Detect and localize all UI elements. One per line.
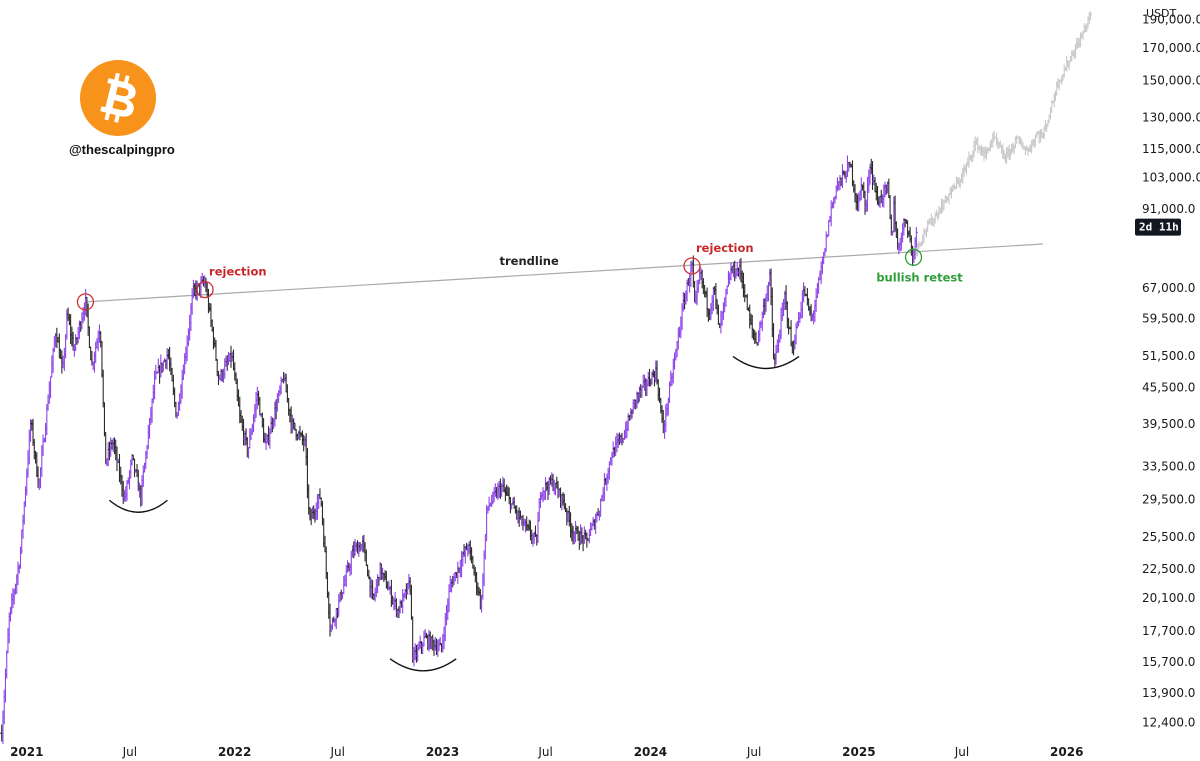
price-bar (827, 220, 831, 237)
y-tick-label: 170,000.0 (1142, 41, 1200, 55)
y-tick-label: 22,500.0 (1142, 562, 1195, 576)
price-bar (132, 458, 137, 478)
rejection-label: rejection (696, 241, 754, 255)
y-tick-label: 150,000.0 (1142, 73, 1200, 87)
y-tick-label: 91,000.0 (1142, 202, 1195, 216)
price-bar (258, 396, 262, 416)
y-tick-label: 67,000.0 (1142, 281, 1195, 295)
x-tick-label: Jul (954, 745, 969, 759)
bitcoin-logo-icon (80, 60, 156, 136)
marker-circle (904, 248, 923, 266)
x-tick-label: 2026 (1050, 745, 1083, 759)
projection-bar (1088, 11, 1093, 21)
y-tick-label: 190,000.0 (1142, 13, 1200, 27)
y-tick-label: 17,700.0 (1142, 624, 1195, 638)
price-bar (101, 369, 105, 408)
x-tick-label: Jul (122, 745, 137, 759)
bottom-arc (389, 658, 457, 672)
price-bar (914, 227, 918, 248)
y-tick-label: 39,500.0 (1142, 417, 1195, 431)
x-tick-label: 2025 (842, 745, 875, 759)
y-tick-label: 15,700.0 (1142, 655, 1195, 669)
y-tick-label: 12,400.0 (1142, 716, 1195, 730)
marker-circle (76, 293, 95, 311)
x-tick-label: 2024 (634, 745, 667, 759)
rejection-label: rejection (209, 265, 267, 279)
currency-label: USDT (1146, 7, 1177, 20)
marker-circle (683, 257, 701, 275)
x-tick-label: Jul (537, 745, 552, 759)
trendline-label: trendline (499, 254, 558, 268)
bottom-arc (108, 499, 168, 513)
y-tick-label: 115,000.0 (1142, 142, 1200, 156)
y-tick-label: 13,900.0 (1142, 686, 1195, 700)
x-tick-label: Jul (329, 745, 344, 759)
x-tick-label: 2023 (426, 745, 459, 759)
y-tick-label: 59,500.0 (1142, 312, 1195, 326)
y-tick-label: 29,500.0 (1142, 492, 1195, 506)
x-tick-label: Jul (746, 745, 761, 759)
y-tick-label: 20,100.0 (1142, 591, 1195, 605)
svg-text:2d 11h: 2d 11h (1139, 221, 1179, 234)
trendline (85, 243, 1043, 303)
marker-circle (196, 280, 214, 299)
bullish-retest-label: bullish retest (876, 270, 963, 284)
x-tick-label: 2021 (10, 745, 43, 759)
y-tick-label: 130,000.0 (1142, 110, 1200, 124)
author-handle: @thescalpingpro (67, 141, 177, 158)
y-tick-label: 33,500.0 (1142, 460, 1195, 474)
countdown-badge: 2d 11h (1135, 218, 1181, 236)
y-tick-label: 45,500.0 (1142, 381, 1195, 395)
y-tick-label: 103,000.0 (1142, 170, 1200, 184)
y-tick-label: 51,500.0 (1142, 349, 1195, 363)
y-tick-label: 25,500.0 (1142, 530, 1195, 544)
bottom-arc (732, 355, 800, 370)
x-tick-label: 2022 (218, 745, 251, 759)
price-bar (745, 293, 749, 311)
